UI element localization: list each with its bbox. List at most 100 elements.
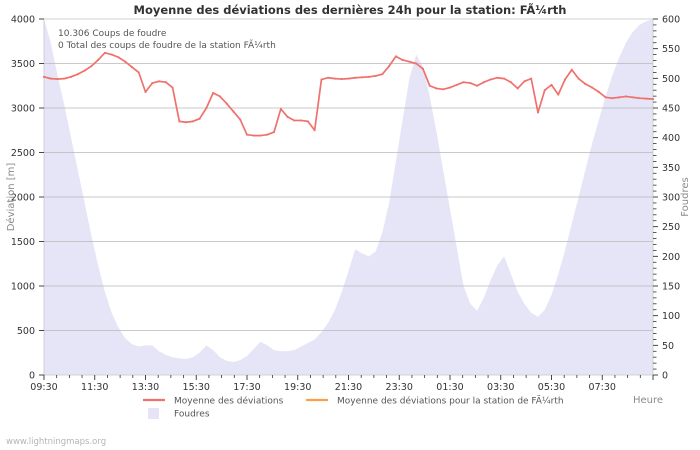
series-point [212,91,215,94]
y2-tick-label: 0 [662,371,668,382]
x-tick-label: 11:30 [81,382,108,393]
series-point [442,88,445,91]
series-point [570,68,573,71]
series-point [151,82,154,84]
series-point [158,80,160,83]
series-point [198,117,201,120]
series-point [394,55,397,58]
series-point [300,119,303,122]
series-point [185,121,187,124]
series-point [83,69,86,72]
series-point [97,59,100,61]
series-point [597,91,600,93]
series-point [131,66,133,68]
series-point [638,97,641,100]
y-tick-label: 2500 [11,148,35,159]
series-point [246,133,248,136]
series-point [219,95,221,98]
series-point [320,78,323,81]
series-point [557,93,560,96]
series-point [577,77,580,80]
series-point [401,59,404,61]
series-point [408,60,411,63]
series-point [259,134,262,137]
series-point [70,75,72,78]
series-point [110,53,113,56]
series-point [76,73,79,76]
series-point [232,110,235,113]
series-point [388,65,390,68]
series-point [503,77,506,80]
series-point [645,97,648,100]
x-tick-label: 03:30 [487,382,514,393]
series-point [239,118,242,121]
annotation-station-total: 0 Total des coups de foudre de la statio… [58,40,276,51]
series-point [178,120,181,123]
series-point [340,78,343,80]
deviation-line-series [43,51,654,137]
legend-label: Foudres [174,410,210,420]
y-tick-label: 500 [17,326,35,337]
y-axis-left: 0 500 1000 1500 2000 2500 3000 3500 4000 [11,15,44,382]
series-point [43,75,45,78]
series-point [652,98,654,100]
series-point [422,67,424,70]
series-point [591,86,593,89]
y2-tick-label: 550 [662,44,680,55]
y-tick-label: 4000 [11,15,35,26]
series-point [56,78,59,80]
series-point [252,134,255,137]
series-point [489,78,492,81]
gridlines [44,63,653,331]
series-point [449,86,451,89]
series-point [523,80,526,83]
x-tick-label: 21:30 [335,382,362,393]
series-point [117,56,120,59]
series-point [279,107,282,110]
series-point [286,116,289,118]
series-point [462,81,465,84]
y2-tick-label: 500 [662,74,680,85]
series-point [205,107,208,109]
series-point [543,89,546,92]
series-point [307,120,309,123]
y2-tick-label: 200 [662,252,680,263]
y-tick-label: 3000 [11,104,35,115]
series-point [347,77,350,80]
y-axis-right-label: Foudres [680,177,691,216]
series-point [293,119,296,122]
series-point [611,97,614,100]
series-point [104,51,106,54]
y-tick-label: 2000 [11,193,35,204]
y2-tick-label: 150 [662,282,680,293]
x-tick-label: 13:30 [132,382,159,393]
y2-tick-label: 100 [662,311,680,322]
series-point [415,62,418,65]
series-point [124,60,127,63]
series-point [49,77,52,80]
x-tick-label: 05:30 [538,382,565,393]
series-point [313,129,316,132]
series-point [510,81,512,84]
series-point [618,96,621,99]
series-point [225,102,228,105]
series-point [90,65,93,68]
y-tick-label: 3500 [11,59,35,70]
y2-tick-label: 400 [662,133,680,144]
series-point [625,95,627,98]
x-tick-label: 15:30 [183,382,210,393]
series-point [273,131,275,133]
y-axis-left-label: Déviation [m] [5,163,17,232]
series-point [191,120,194,123]
legend-swatch [148,408,159,419]
series-point [144,91,147,93]
series-point [334,77,336,80]
y2-tick-label: 250 [662,222,680,233]
series-point [381,73,384,76]
x-tick-label: 09:30 [30,382,57,393]
series-point [604,96,607,99]
series-point [374,75,377,77]
series-point [516,87,519,90]
series-point [455,83,458,86]
